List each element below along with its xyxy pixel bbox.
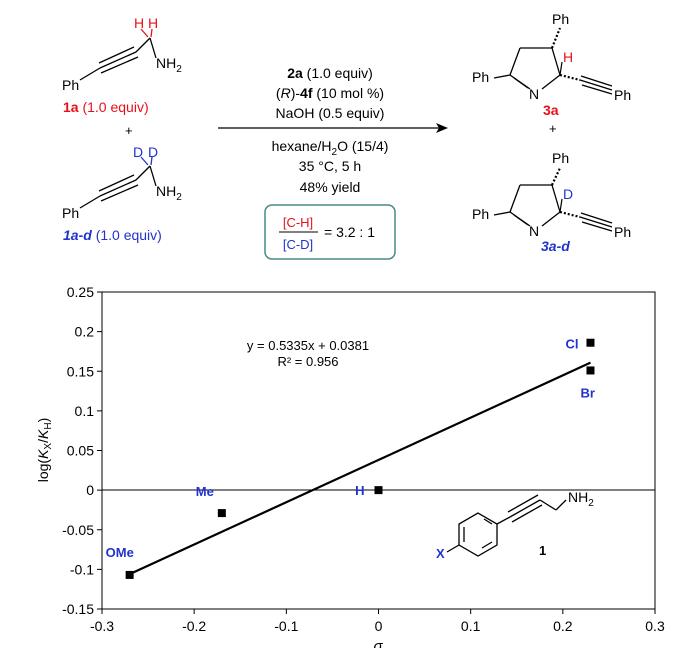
compound-label-3a: 3a bbox=[543, 102, 559, 118]
x-tick-label: 0.1 bbox=[461, 618, 481, 634]
compound-label-1a: 1a (1.0 equiv) bbox=[63, 99, 149, 115]
y-tick-label: 0 bbox=[86, 482, 94, 498]
point-label-ome: OMe bbox=[106, 545, 134, 560]
d-atom-label: D bbox=[148, 144, 158, 160]
nh2-label: NH2 bbox=[156, 55, 182, 75]
y-tick-label: -0.15 bbox=[62, 601, 94, 617]
condition-line: 35 °C, 5 h bbox=[299, 158, 361, 174]
kie-value: = 3.2 : 1 bbox=[324, 224, 375, 240]
phenyl-label: Ph bbox=[614, 224, 631, 240]
y-axis-label: log(KX/KH) bbox=[35, 418, 54, 483]
h-atom-label: H bbox=[148, 15, 158, 31]
data-point-h bbox=[374, 486, 383, 495]
y-tick-label: -0.05 bbox=[62, 522, 94, 538]
reaction-scheme: H H NH2 Ph 1a (1.0 equiv) + D D NH2 Ph 1… bbox=[62, 11, 631, 260]
plus-sign: + bbox=[549, 121, 557, 136]
reactant-1a: H H NH2 Ph 1a (1.0 equiv) bbox=[62, 15, 182, 115]
compound-label-3a-d: 3a-d bbox=[541, 238, 570, 254]
point-label-me: Me bbox=[196, 484, 214, 499]
y-tick-label: -0.1 bbox=[70, 561, 94, 577]
kie-ratio-box: [C-H] [C-D] = 3.2 : 1 bbox=[264, 204, 396, 260]
h-atom-label: H bbox=[563, 49, 573, 65]
point-label-cl: Cl bbox=[565, 337, 578, 352]
product-3a-d: Ph Ph Ph N D 3a-d bbox=[472, 150, 631, 254]
compound-label-1: 1 bbox=[539, 543, 546, 558]
y-tick-label: 0.2 bbox=[75, 324, 95, 340]
hammett-plot: -0.3 -0.2 -0.1 0 0.1 0.2 0.3 0.25 0.2 0.15 0.1 0.0… bbox=[35, 284, 665, 648]
plus-sign: + bbox=[125, 123, 133, 138]
regression-equation: y = 0.5335x + 0.0381 bbox=[247, 338, 369, 353]
x-tick-label: -0.3 bbox=[90, 618, 114, 634]
x-tick-label: 0 bbox=[375, 618, 383, 634]
point-labels: OMe Me H Cl Br bbox=[106, 337, 595, 560]
phenyl-label: Ph bbox=[552, 150, 569, 166]
x-tick-label: 0.2 bbox=[553, 618, 573, 634]
phenyl-label: Ph bbox=[552, 11, 569, 27]
condition-line: NaOH (0.5 equiv) bbox=[276, 105, 385, 121]
product-3a: Ph Ph Ph N H 3a bbox=[472, 11, 631, 118]
phenyl-label: Ph bbox=[614, 87, 631, 103]
reaction-arrow bbox=[218, 123, 448, 133]
nh2-label: NH2 bbox=[156, 183, 182, 203]
phenyl-label: Ph bbox=[62, 77, 79, 93]
kie-denominator: [C-D] bbox=[283, 237, 313, 252]
x-tick-label: -0.1 bbox=[274, 618, 298, 634]
y-tick-label: 0.05 bbox=[67, 443, 94, 459]
data-point-me bbox=[217, 509, 226, 518]
nitrogen-label: N bbox=[529, 223, 539, 239]
data-point-br bbox=[586, 366, 595, 375]
condition-line: 48% yield bbox=[300, 179, 361, 195]
point-label-br: Br bbox=[580, 385, 594, 400]
trendline bbox=[129, 361, 591, 576]
substituent-x-label: X bbox=[436, 546, 445, 561]
reactant-1a-d: D D NH2 Ph 1a-d (1.0 equiv) bbox=[62, 144, 182, 243]
y-tick-label: 0.1 bbox=[75, 403, 95, 419]
phenyl-label: Ph bbox=[472, 69, 489, 85]
y-tick-label: 0.15 bbox=[67, 363, 94, 379]
nh2-label: NH2 bbox=[568, 489, 594, 509]
y-axis-tick-labels: 0.25 0.2 0.15 0.1 0.05 0 -0.05 -0.1 -0.15 bbox=[62, 284, 94, 617]
h-atom-label: H bbox=[134, 15, 144, 31]
data-points bbox=[125, 338, 595, 579]
kie-numerator: [C-H] bbox=[283, 215, 313, 230]
data-point-cl bbox=[586, 338, 595, 347]
inset-structure-1: X NH2 1 bbox=[436, 489, 594, 561]
x-tick-label: -0.2 bbox=[182, 618, 206, 634]
y-tick-label: 0.25 bbox=[67, 284, 94, 300]
x-axis-tick-labels: -0.3 -0.2 -0.1 0 0.1 0.2 0.3 bbox=[90, 618, 665, 634]
condition-line: (R)-4f (10 mol %) bbox=[276, 85, 384, 101]
nitrogen-label: N bbox=[529, 86, 539, 102]
reaction-conditions: 2a (1.0 equiv) (R)-4f (10 mol %) NaOH (0… bbox=[272, 65, 389, 195]
phenyl-label: Ph bbox=[62, 205, 79, 221]
d-atom-label: D bbox=[133, 144, 143, 160]
compound-label-1a-d: 1a-d (1.0 equiv) bbox=[63, 227, 162, 243]
condition-line: hexane/H2O (15/4) bbox=[272, 138, 389, 158]
x-axis-label: σ bbox=[373, 638, 383, 648]
r-squared: R² = 0.956 bbox=[277, 354, 338, 369]
condition-line: 2a (1.0 equiv) bbox=[287, 65, 373, 81]
phenyl-label: Ph bbox=[472, 206, 489, 222]
d-atom-label: D bbox=[563, 186, 573, 202]
point-label-h: H bbox=[355, 483, 364, 498]
x-tick-marks bbox=[101, 609, 656, 614]
x-tick-label: 0.3 bbox=[645, 618, 665, 634]
y-tick-marks bbox=[97, 291, 102, 610]
data-point-ome bbox=[125, 570, 134, 579]
